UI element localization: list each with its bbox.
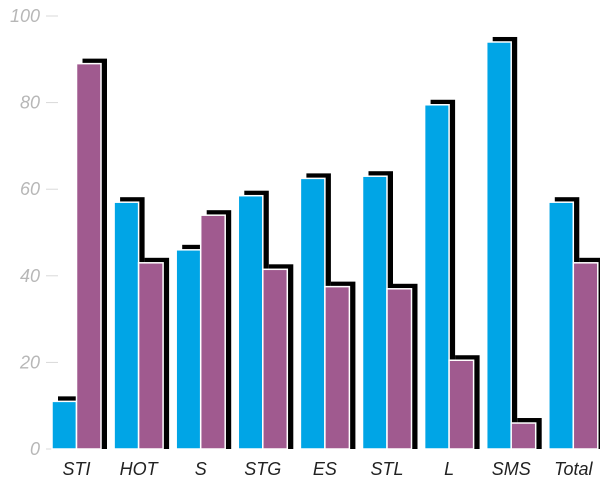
x-tick-label: S bbox=[195, 459, 207, 477]
bar-hot-series-2 bbox=[137, 262, 164, 450]
x-tick-label: STI bbox=[62, 459, 90, 477]
y-axis: 0 20 40 60 80 100 bbox=[10, 6, 58, 459]
bar-s-series-2 bbox=[199, 214, 226, 450]
x-axis-labels: STI HOT S STG ES STL L SMS Total bbox=[62, 459, 593, 477]
bars bbox=[51, 36, 600, 450]
y-tick-label: 100 bbox=[10, 6, 40, 26]
x-tick-label: STG bbox=[244, 459, 281, 477]
bar-l-series-1 bbox=[423, 104, 450, 450]
y-tick-label: 40 bbox=[20, 266, 40, 286]
bar-stl-series-1 bbox=[361, 175, 388, 450]
bar-es-series-2 bbox=[324, 285, 351, 450]
x-tick-label: ES bbox=[313, 459, 337, 477]
y-tick-label: 60 bbox=[20, 179, 40, 199]
bar-stg-series-2 bbox=[262, 268, 289, 450]
y-tick-label: 20 bbox=[19, 352, 40, 372]
bar-sti-series-1 bbox=[51, 400, 78, 450]
x-tick-label: SMS bbox=[492, 459, 531, 477]
bar-s-series-1 bbox=[175, 249, 202, 450]
bar-hot-series-1 bbox=[113, 201, 140, 450]
bar-total-series-1 bbox=[548, 201, 575, 450]
x-tick-label: HOT bbox=[120, 459, 160, 477]
y-tick-label: 0 bbox=[30, 439, 40, 459]
x-tick-label: Total bbox=[554, 459, 593, 477]
bar-stl-series-2 bbox=[386, 288, 413, 450]
bar-es-series-1 bbox=[299, 177, 326, 450]
bar-sms-series-1 bbox=[485, 41, 512, 450]
bar-stg-series-1 bbox=[237, 194, 264, 450]
bar-sti-series-2 bbox=[75, 62, 102, 450]
bar-total-series-2 bbox=[572, 262, 599, 450]
x-tick-label: L bbox=[444, 459, 454, 477]
y-tick-label: 80 bbox=[20, 93, 40, 113]
x-tick-label: STL bbox=[370, 459, 403, 477]
bar-sms-series-2 bbox=[510, 422, 537, 450]
bar-l-series-2 bbox=[448, 359, 475, 450]
